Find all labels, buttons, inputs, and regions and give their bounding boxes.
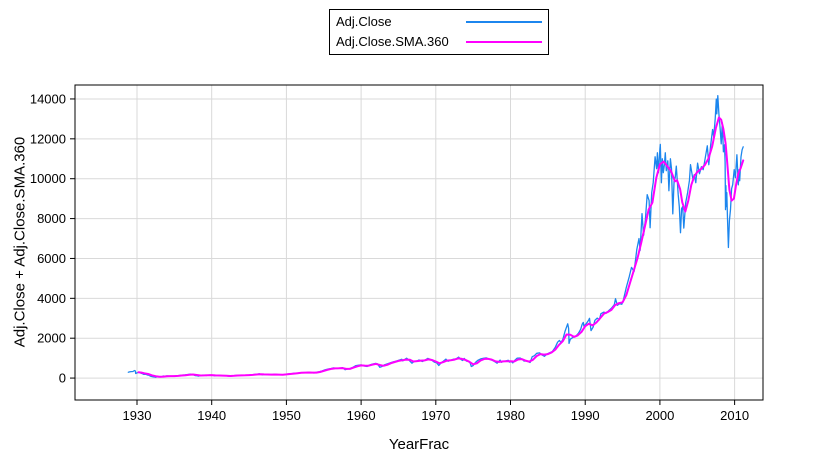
- x-tick-label: 1940: [197, 408, 226, 423]
- legend-line-sample-adj-close: [466, 20, 542, 23]
- legend-item-sma-360: Adj.Close.SMA.360: [336, 33, 542, 50]
- legend-item-adj-close: Adj.Close: [336, 13, 542, 30]
- x-tick-label: 2010: [720, 408, 749, 423]
- y-tick-label: 10000: [30, 171, 66, 186]
- y-tick-label: 6000: [37, 251, 66, 266]
- y-tick-label: 2000: [37, 331, 66, 346]
- legend: Adj.Close Adj.Close.SMA.360: [329, 9, 549, 55]
- x-tick-label: 1950: [272, 408, 301, 423]
- series-line-1: [137, 116, 745, 378]
- y-tick-label: 4000: [37, 291, 66, 306]
- y-tick-label: 14000: [30, 91, 66, 106]
- x-tick-label: 1970: [421, 408, 450, 423]
- legend-label-adj-close: Adj.Close: [336, 14, 392, 29]
- legend-label-sma-360: Adj.Close.SMA.360: [336, 34, 449, 49]
- x-tick-label: 2000: [645, 408, 674, 423]
- x-axis-title: YearFrac: [388, 436, 450, 453]
- y-tick-label: 8000: [37, 211, 66, 226]
- y-tick-label: 12000: [30, 131, 66, 146]
- plot-border: [74, 84, 764, 401]
- y-tick-label: 0: [59, 371, 66, 386]
- x-tick-label: 1930: [123, 408, 152, 423]
- y-axis-title: Adj.Close + Adj.Close.SMA.360: [11, 136, 29, 348]
- x-tick-label: 1980: [496, 408, 525, 423]
- x-tick-label: 1960: [347, 408, 376, 423]
- x-tick-label: 1990: [571, 408, 600, 423]
- legend-line-sample-sma-360: [466, 40, 542, 43]
